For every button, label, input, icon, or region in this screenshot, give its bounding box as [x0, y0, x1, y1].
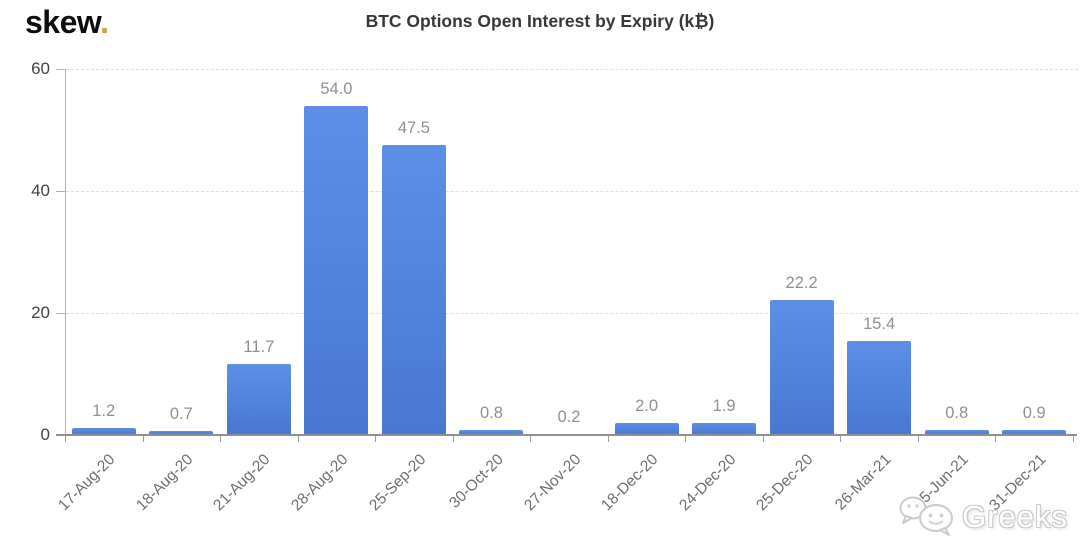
bar-18-Aug-20 [149, 430, 214, 435]
x-axis-tick [375, 436, 377, 442]
x-axis-label: 18-Dec-20 [598, 451, 662, 515]
skew-logo-dot: . [100, 4, 109, 40]
x-axis-tick [607, 436, 609, 442]
bar-value-label: 22.2 [785, 273, 818, 292]
x-axis-tick [530, 436, 532, 442]
x-axis-label: 28-Aug-20 [288, 451, 352, 515]
bar-value-label: 11.7 [243, 337, 275, 356]
y-axis-tick [56, 313, 65, 314]
x-axis-label: 18-Aug-20 [133, 451, 197, 515]
x-axis-label: 21-Aug-20 [210, 451, 274, 515]
x-axis-line [56, 434, 1077, 436]
bar-25-Jun-21 [924, 430, 989, 435]
bar-17-Aug-20 [71, 427, 136, 435]
x-axis-tick [452, 436, 454, 442]
x-axis-label: 17-Aug-20 [55, 451, 119, 515]
bar-30-Oct-20 [459, 430, 524, 435]
bar-value-label: 0.8 [945, 404, 969, 423]
bar-28-Aug-20 [304, 105, 369, 435]
y-axis-label: 20 [31, 303, 50, 322]
bar-value-label: 0.8 [479, 404, 503, 423]
x-axis-tick [917, 436, 919, 442]
x-axis-tick [220, 436, 222, 442]
bar-value-label: 54.0 [320, 79, 353, 98]
x-axis-tick [65, 436, 66, 442]
bar-value-label: 2.0 [635, 396, 658, 415]
bar-value-label: 0.7 [169, 404, 193, 423]
x-axis-tick [685, 436, 687, 442]
y-axis-label: 0 [40, 425, 50, 444]
y-axis-tick [56, 191, 65, 192]
x-axis-tick [1073, 436, 1074, 442]
x-axis-label: 31-Dec-21 [986, 451, 1050, 515]
x-axis-label: 30-Oct-20 [445, 451, 507, 512]
x-axis-tick [762, 436, 764, 442]
x-axis-label: 26-Mar-21 [831, 451, 895, 514]
skew-logo: skew. [25, 4, 109, 41]
y-axis-line [65, 69, 66, 435]
y-gridline [66, 69, 1078, 70]
skew-logo-text: skew [25, 4, 101, 40]
bar-value-label: 0.9 [1022, 403, 1046, 422]
bar-21-Aug-20 [226, 363, 291, 435]
y-gridline [66, 313, 1078, 314]
bar-31-Dec-21 [1002, 429, 1067, 435]
x-axis-label: 25-Sep-20 [365, 451, 429, 515]
x-axis-tick [840, 436, 842, 442]
x-axis-tick [995, 436, 997, 442]
bar-value-label: 1.9 [712, 397, 736, 416]
bar-25-Dec-20 [769, 299, 834, 435]
bar-value-label: 15.4 [863, 315, 896, 334]
bar-26-Mar-21 [847, 341, 912, 435]
x-axis-label: 25-Dec-20 [753, 451, 817, 515]
bar-25-Sep-20 [381, 145, 446, 435]
bar-value-label: 47.5 [397, 119, 430, 138]
chart-title: BTC Options Open Interest by Expiry (k₿) [365, 11, 715, 31]
x-axis-label: 25-Jun-21 [910, 451, 972, 513]
y-axis-tick [56, 69, 65, 70]
bar-value-label: 0.2 [557, 407, 581, 426]
bar-24-Dec-20 [692, 423, 757, 435]
x-axis-label: 27-Nov-20 [520, 451, 585, 515]
bar-value-label: 1.2 [92, 401, 116, 420]
bar-18-Dec-20 [614, 422, 679, 435]
y-gridline [66, 191, 1078, 192]
y-axis-label: 60 [31, 59, 50, 78]
x-axis-label: 24-Dec-20 [675, 451, 740, 515]
x-axis-tick [142, 436, 144, 442]
x-axis-tick [297, 436, 299, 442]
y-axis-label: 40 [31, 181, 50, 200]
